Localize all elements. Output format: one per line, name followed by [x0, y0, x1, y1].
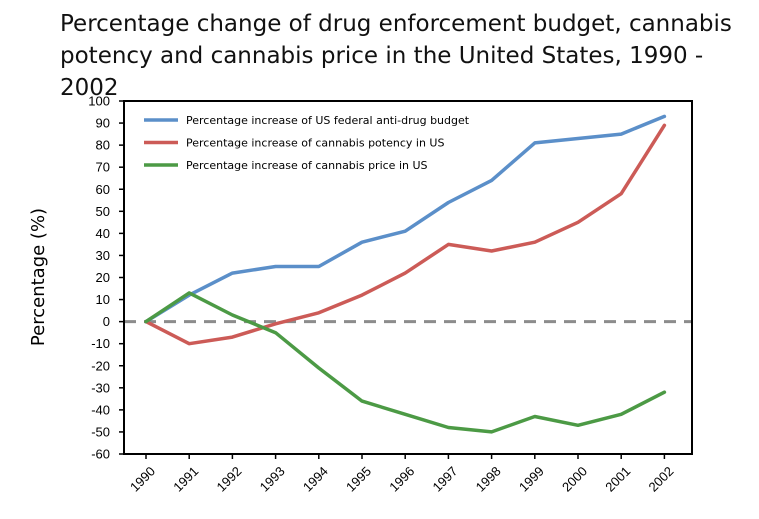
x-tick-label: 1990	[127, 464, 158, 495]
price-series-line	[144, 291, 667, 434]
chart-title-line-2: potency and cannabis price in the United…	[60, 43, 704, 101]
y-tick-label: -10	[91, 336, 110, 351]
x-tick-label: 1995	[343, 464, 374, 495]
legend-potency-label: Percentage increase of cannabis potency …	[186, 137, 444, 150]
y-tick-label: -30	[91, 380, 110, 395]
plot-frame	[123, 100, 693, 455]
y-tick-label: 50	[96, 204, 110, 219]
y-tick-label: -20	[91, 358, 110, 373]
x-tick-label: 1993	[257, 464, 288, 495]
y-tick-label: 0	[103, 314, 110, 329]
potency-series-line	[144, 123, 667, 346]
y-tick-label: -60	[91, 447, 110, 462]
y-tick-label: 60	[96, 182, 110, 197]
y-tick-label: 100	[88, 94, 110, 109]
x-tick-label: 1997	[429, 464, 460, 495]
y-tick-label: 70	[96, 160, 110, 175]
x-tick-label: 1996	[386, 464, 417, 495]
x-tick-label: 1994	[300, 464, 331, 495]
y-tick-label: 40	[96, 226, 110, 241]
x-tick-label: 1991	[170, 464, 201, 495]
chart-title-line-1: Percentage change of drug enforcement bu…	[60, 11, 732, 37]
legend-budget-label: Percentage increase of US federal anti-d…	[186, 114, 470, 127]
legend-price-label: Percentage increase of cannabis price in…	[186, 159, 428, 172]
x-tick-label: 1998	[473, 464, 504, 495]
budget-series-line	[144, 114, 667, 324]
y-axis-label: Percentage (%)	[28, 208, 49, 346]
y-tick-label: 20	[96, 270, 110, 285]
chart-title: Percentage change of drug enforcement bu…	[60, 8, 750, 104]
y-tick-label: 80	[96, 138, 110, 153]
y-tick-label: -40	[91, 402, 110, 417]
x-tick-label: 2001	[602, 464, 633, 495]
x-tick-label: 2002	[645, 464, 676, 495]
x-tick-label: 1992	[213, 464, 244, 495]
x-tick-label: 2000	[559, 464, 590, 495]
y-tick-label: 10	[96, 292, 110, 307]
y-tick-label: -50	[91, 424, 110, 439]
y-tick-label: 90	[96, 116, 110, 131]
y-tick-label: 30	[96, 248, 110, 263]
x-tick-label: 1999	[516, 464, 547, 495]
